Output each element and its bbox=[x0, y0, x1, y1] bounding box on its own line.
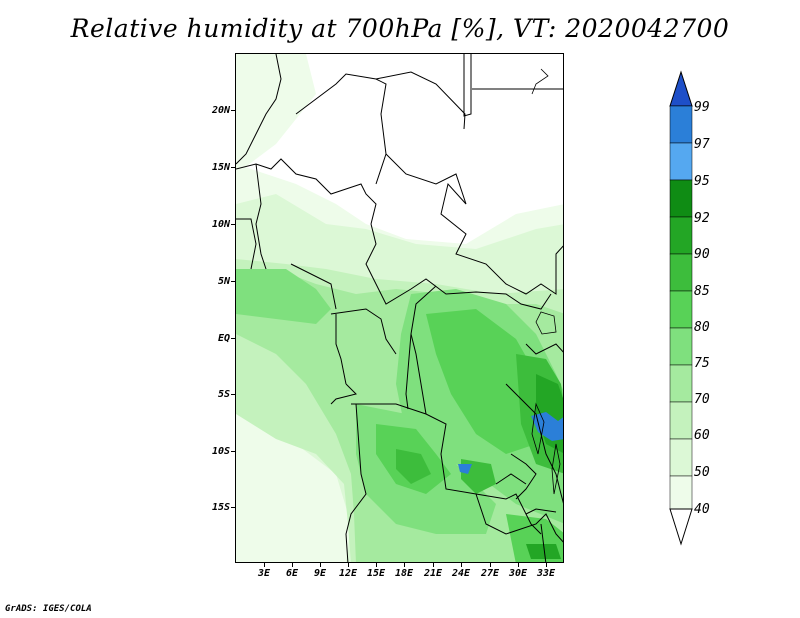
lat-tick bbox=[231, 224, 235, 225]
lon-tick bbox=[404, 563, 405, 567]
colorbar-label-80: 80 bbox=[694, 320, 710, 335]
lat-tick bbox=[231, 338, 235, 339]
humidity-field-95 bbox=[458, 412, 563, 474]
lakes bbox=[531, 68, 561, 495]
colorbar-segment-40-50 bbox=[669, 475, 693, 510]
colorbar-label-50: 50 bbox=[694, 465, 710, 480]
lat-label-eq: EQ bbox=[217, 333, 230, 344]
lat-label-10s: 10S bbox=[211, 446, 230, 457]
colorbar-label-99: 99 bbox=[694, 100, 710, 115]
colorbar-segment-92-95 bbox=[669, 179, 693, 218]
lon-label-9e: 9E bbox=[313, 568, 327, 579]
colorbar-bottom-arrow bbox=[669, 508, 693, 546]
lon-label-27e: 27E bbox=[480, 568, 500, 579]
chart-title: Relative humidity at 700hPa [%], VT: 202… bbox=[70, 14, 730, 43]
lon-tick bbox=[320, 563, 321, 567]
lat-label-15n: 15N bbox=[211, 162, 230, 173]
lon-label-24e: 24E bbox=[451, 568, 471, 579]
humidity-map bbox=[236, 54, 563, 562]
colorbar-segment-85-90 bbox=[669, 253, 693, 292]
lon-label-6e: 6E bbox=[285, 568, 299, 579]
colorbar-segment-60-70 bbox=[669, 401, 693, 440]
lon-tick bbox=[490, 563, 491, 567]
lon-tick bbox=[546, 563, 547, 567]
lon-tick bbox=[264, 563, 265, 567]
lon-label-12e: 12E bbox=[338, 568, 358, 579]
country-borders bbox=[236, 54, 563, 562]
map-panel bbox=[235, 53, 564, 563]
lat-label-5s: 5S bbox=[217, 389, 230, 400]
colorbar-segment-80-85 bbox=[669, 290, 693, 329]
colorbar-top-arrow bbox=[669, 70, 693, 107]
colorbar-segment-70-75 bbox=[669, 364, 693, 403]
colorbar-segment-50-60 bbox=[669, 438, 693, 477]
lat-tick bbox=[231, 507, 235, 508]
colorbar-segment-97-99 bbox=[669, 105, 693, 144]
colorbar-label-70: 70 bbox=[694, 392, 710, 407]
colorbar-segment-95-97 bbox=[669, 142, 693, 181]
humidity-field-80 bbox=[376, 309, 563, 562]
lat-tick bbox=[231, 451, 235, 452]
lon-label-33e: 33E bbox=[536, 568, 556, 579]
lon-tick bbox=[461, 563, 462, 567]
grads-credit: GrADS: IGES/COLA bbox=[5, 604, 92, 614]
lon-tick bbox=[518, 563, 519, 567]
colorbar-label-95: 95 bbox=[694, 174, 710, 189]
lon-label-15e: 15E bbox=[366, 568, 386, 579]
humidity-field-85 bbox=[396, 354, 563, 494]
lon-label-18e: 18E bbox=[394, 568, 414, 579]
colorbar-label-92: 92 bbox=[694, 211, 710, 226]
lon-tick bbox=[376, 563, 377, 567]
colorbar-label-40: 40 bbox=[694, 502, 710, 517]
colorbar-label-60: 60 bbox=[694, 428, 710, 443]
colorbar-segment-75-80 bbox=[669, 327, 693, 366]
lon-tick bbox=[292, 563, 293, 567]
colorbar bbox=[669, 70, 693, 546]
colorbar-label-97: 97 bbox=[694, 137, 710, 152]
lat-tick bbox=[231, 394, 235, 395]
lon-tick bbox=[433, 563, 434, 567]
lon-label-21e: 21E bbox=[423, 568, 443, 579]
colorbar-segment-90-92 bbox=[669, 216, 693, 255]
lat-tick bbox=[231, 110, 235, 111]
colorbar-label-85: 85 bbox=[694, 284, 710, 299]
lat-tick bbox=[231, 281, 235, 282]
lat-label-10n: 10N bbox=[211, 219, 230, 230]
lon-label-3e: 3E bbox=[257, 568, 271, 579]
lon-label-30e: 30E bbox=[508, 568, 528, 579]
colorbar-label-75: 75 bbox=[694, 356, 710, 371]
lat-tick bbox=[231, 167, 235, 168]
colorbar-label-90: 90 bbox=[694, 247, 710, 262]
lat-label-20n: 20N bbox=[211, 105, 230, 116]
lat-label-5n: 5N bbox=[217, 276, 230, 287]
lat-label-15s: 15S bbox=[211, 502, 230, 513]
lon-tick bbox=[348, 563, 349, 567]
